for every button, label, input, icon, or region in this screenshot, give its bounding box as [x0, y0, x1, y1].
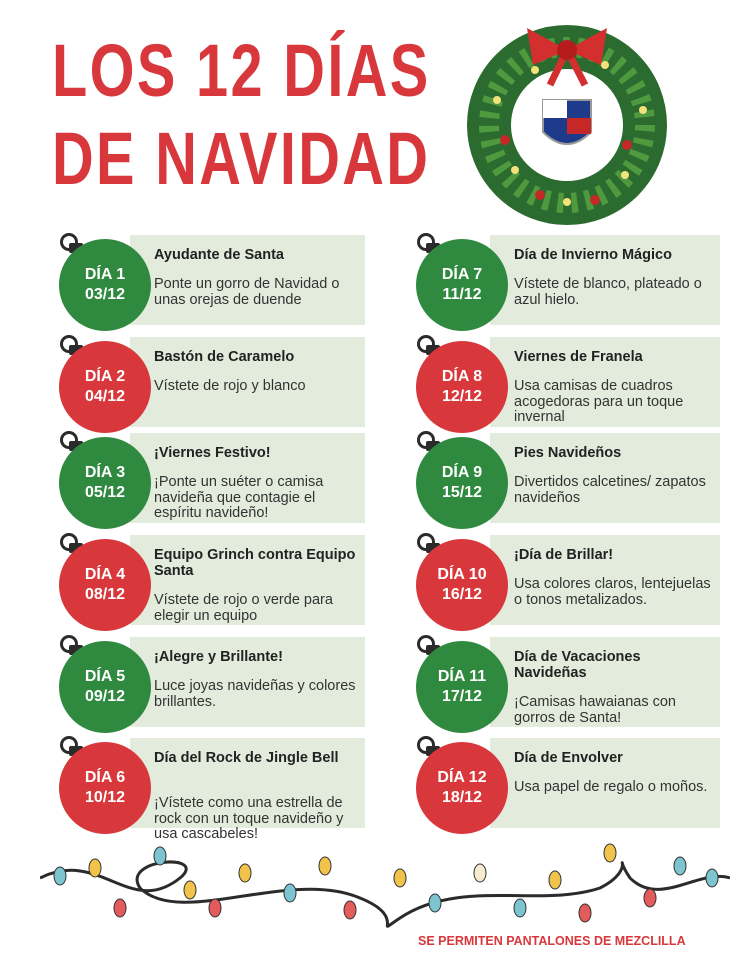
day-card	[130, 637, 365, 727]
day-date: 05/12	[84, 484, 126, 501]
day-number: DÍA 12	[437, 769, 487, 786]
day-number: DÍA 7	[441, 266, 483, 283]
day-description: Usa camisas de cuadros acogedoras para u…	[514, 378, 684, 425]
day-card	[490, 738, 720, 828]
day-number: DÍA 1	[84, 266, 126, 283]
title-line: DE NAVIDAD	[52, 117, 431, 200]
day-number: DÍA 11	[437, 668, 487, 685]
day-description: Vístete de rojo o verde para elegir un e…	[154, 592, 333, 624]
title-line: LOS 12 DÍAS	[52, 29, 431, 112]
day-date: 16/12	[441, 586, 483, 603]
day-card	[130, 235, 365, 325]
day-card	[130, 433, 365, 523]
ornament: DÍA 4 08/12	[59, 539, 151, 631]
ornament: DÍA 9 15/12	[416, 437, 508, 529]
day-title: ¡Alegre y Brillante!	[154, 649, 283, 665]
ornament: DÍA 6 10/12	[59, 742, 151, 834]
day-description: Vístete de rojo y blanco	[154, 378, 306, 394]
ornament: DÍA 11 17/12	[416, 641, 508, 733]
day-title: Pies Navideños	[514, 445, 622, 461]
day-date: 03/12	[84, 286, 126, 303]
ornament: DÍA 1 03/12	[59, 239, 151, 331]
day-description: Usa colores claros, lentejuelas o tonos …	[514, 576, 711, 608]
day-title: ¡Viernes Festivo!	[154, 445, 271, 461]
ornament: DÍA 5 09/12	[59, 641, 151, 733]
day-description: ¡Ponte un suéter o camisa navideña que c…	[154, 474, 324, 521]
day-title: Día de Invierno Mágico	[514, 247, 672, 263]
day-number: DÍA 2	[84, 368, 126, 385]
day-number: DÍA 8	[441, 368, 483, 385]
day-title: Día de Envolver	[514, 750, 623, 766]
day-title: Ayudante de Santa	[154, 247, 284, 263]
day-date: 08/12	[84, 586, 126, 603]
day-number: DÍA 3	[84, 464, 126, 481]
ornament: DÍA 12 18/12	[416, 742, 508, 834]
day-title: Bastón de Caramelo	[154, 349, 295, 365]
day-card	[490, 637, 720, 727]
day-number: DÍA 10	[437, 566, 487, 583]
day-title: Viernes de Franela	[514, 349, 643, 365]
day-card	[130, 738, 365, 828]
day-date: 12/12	[441, 388, 483, 405]
day-number: DÍA 4	[84, 566, 126, 583]
day-number: DÍA 9	[441, 464, 483, 481]
day-title: Día del Rock de Jingle Bell	[154, 750, 339, 766]
day-card	[490, 235, 720, 325]
day-description: Divertidos calcetines/ zapatos navideños	[514, 474, 706, 506]
ornament: DÍA 2 04/12	[59, 341, 151, 433]
day-title: Día de Vacaciones Navideñas	[514, 649, 641, 681]
day-description: ¡Vístete como una estrella de rock con u…	[154, 795, 344, 842]
day-card	[490, 535, 720, 625]
day-date: 17/12	[441, 688, 483, 705]
day-title: Equipo Grinch contra Equipo Santa	[154, 547, 356, 579]
day-card	[490, 337, 720, 427]
day-card	[490, 433, 720, 523]
day-description: Luce joyas navideñas y colores brillante…	[154, 678, 356, 710]
day-title: ¡Día de Brillar!	[514, 547, 614, 563]
day-date: 15/12	[441, 484, 483, 501]
day-date: 09/12	[84, 688, 126, 705]
footer-note: SE PERMITEN PANTALONES DE MEZCLILLA	[418, 934, 686, 948]
day-description: Vístete de blanco, plateado o azul hielo…	[514, 276, 702, 308]
day-number: DÍA 5	[84, 668, 126, 685]
day-number: DÍA 6	[84, 769, 126, 786]
ornament: DÍA 3 05/12	[59, 437, 151, 529]
day-date: 10/12	[84, 789, 126, 806]
day-card	[130, 337, 365, 427]
day-card	[130, 535, 365, 625]
wreath	[467, 25, 667, 225]
day-description: ¡Camisas hawaianas con gorros de Santa!	[514, 694, 676, 726]
day-date: 18/12	[441, 789, 483, 806]
day-date: 04/12	[84, 388, 126, 405]
ornament: DÍA 7 11/12	[416, 239, 508, 331]
day-description: Ponte un gorro de Navidad o unas orejas …	[154, 276, 340, 308]
lights	[40, 843, 730, 928]
ornament: DÍA 8 12/12	[416, 341, 508, 433]
day-date: 11/12	[442, 286, 482, 303]
ornament: DÍA 10 16/12	[416, 539, 508, 631]
day-description: Usa papel de regalo o moños.	[514, 779, 708, 795]
